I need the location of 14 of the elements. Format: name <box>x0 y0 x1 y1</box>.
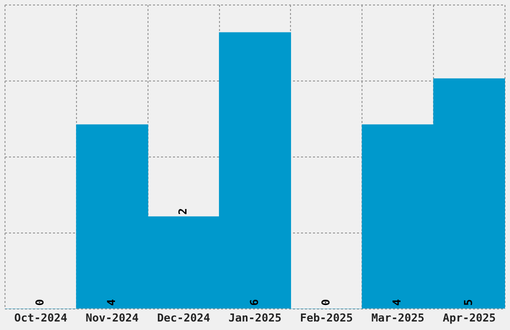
data-label: 4 <box>390 298 404 306</box>
data-label: 6 <box>248 298 261 306</box>
x-tick-label: Jan-2025 <box>228 311 282 324</box>
x-tick-label: Oct-2024 <box>14 311 68 324</box>
x-tick-label: Dec-2024 <box>157 311 210 324</box>
x-tick-label: Apr-2025 <box>442 311 496 324</box>
data-label: 2 <box>176 208 190 215</box>
data-label: 0 <box>319 299 332 306</box>
data-label: 5 <box>462 299 476 306</box>
x-tick-label: Feb-2025 <box>300 311 353 324</box>
data-label: 0 <box>34 299 47 306</box>
x-tick-label: Nov-2024 <box>86 311 140 324</box>
x-tick-label: Mar-2025 <box>371 311 424 324</box>
data-label: 4 <box>105 298 118 306</box>
